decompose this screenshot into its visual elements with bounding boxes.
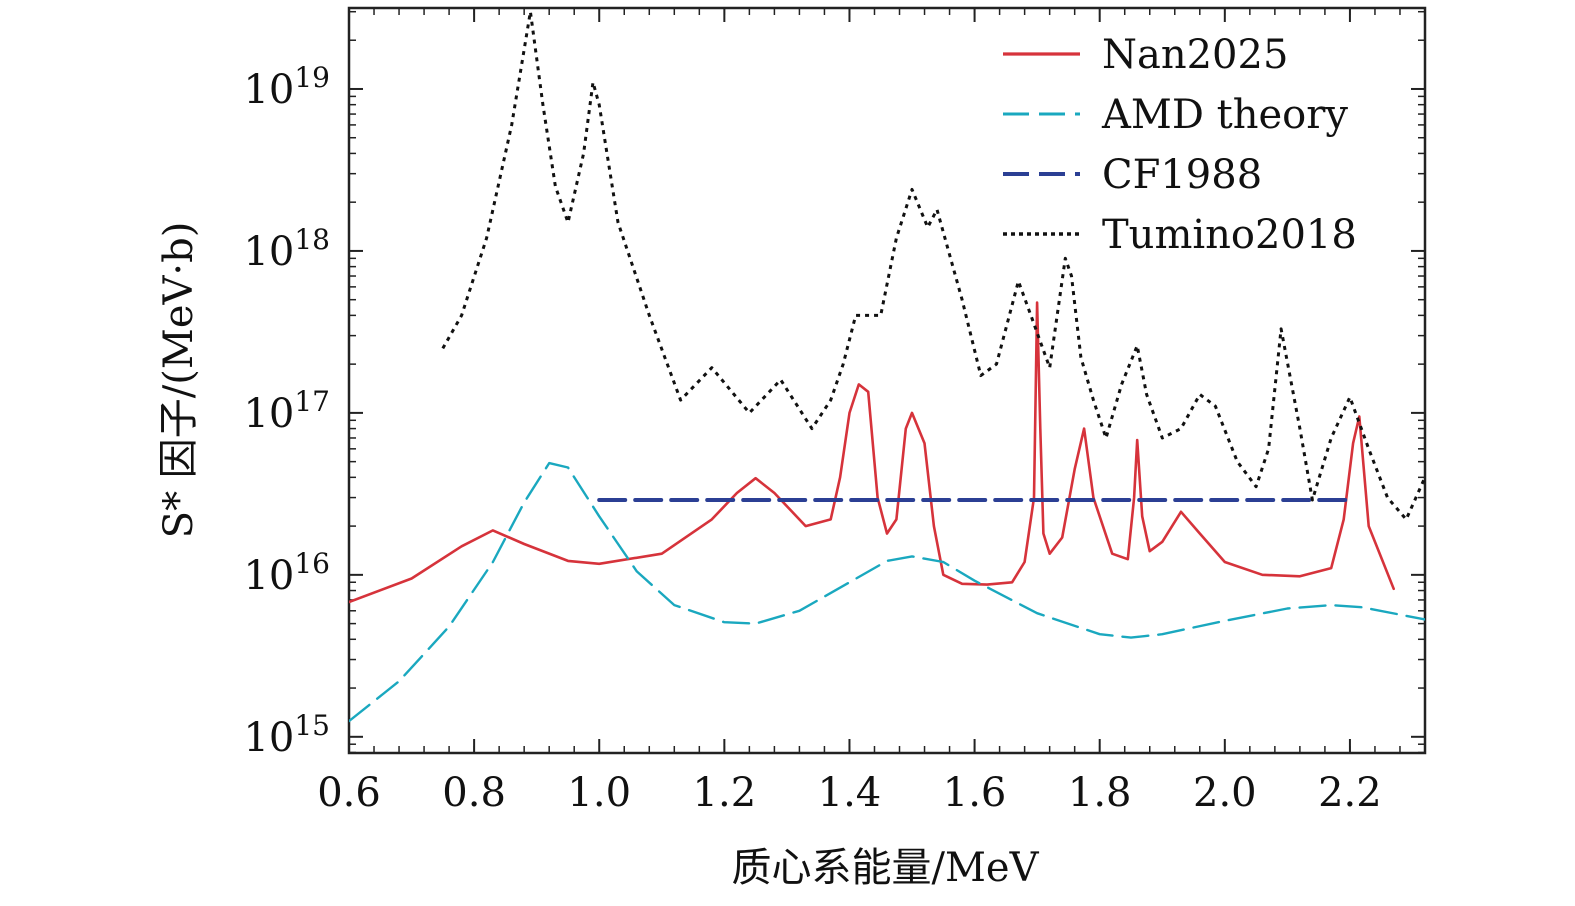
- x-axis-label: 质心系能量/MeV: [731, 845, 1039, 891]
- series-line-tumino2018: [441, 10, 1425, 521]
- x-tick-labels: 0.6 0.8 1.0 1.2 1.4 1.6 1.8 2.0 2.2: [317, 770, 1382, 816]
- x-tick-label: 1.8: [1068, 770, 1132, 816]
- legend-label: AMD theory: [1101, 92, 1348, 138]
- series-group: [349, 10, 1425, 723]
- legend-label: CF1988: [1102, 152, 1262, 198]
- x-tick-label: 1.6: [943, 770, 1007, 816]
- y-axis-label: S* 因子/(MeV·b): [156, 221, 202, 539]
- x-tick-label: 1.4: [818, 770, 882, 816]
- y-tick-label: 1019: [243, 61, 330, 113]
- plot-frame: [347, 6, 1427, 755]
- y-tick-label: 1018: [243, 223, 330, 275]
- x-tick-label: 0.6: [317, 770, 381, 816]
- x-tick-label: 2.0: [1193, 770, 1257, 816]
- x-tick-label: 0.8: [442, 770, 506, 816]
- y-tick-label: 1015: [243, 709, 330, 761]
- x-tick-label: 1.2: [693, 770, 757, 816]
- x-tick-label: 1.0: [567, 770, 631, 816]
- y-tick-label: 1017: [243, 385, 330, 437]
- axis-ticks: [348, 8, 1426, 754]
- series-line-nan2025: [349, 301, 1395, 604]
- legend: Nan2025 AMD theory CF1988 Tumino2018: [1003, 32, 1357, 258]
- legend-label: Nan2025: [1102, 32, 1288, 78]
- x-tick-label: 2.2: [1318, 770, 1382, 816]
- y-tick-labels: 1015 1016 1017 1018 1019: [243, 61, 330, 761]
- series-line-amd-theory: [349, 461, 1425, 723]
- legend-label: Tumino2018: [1102, 212, 1357, 258]
- y-tick-label: 1016: [243, 547, 330, 599]
